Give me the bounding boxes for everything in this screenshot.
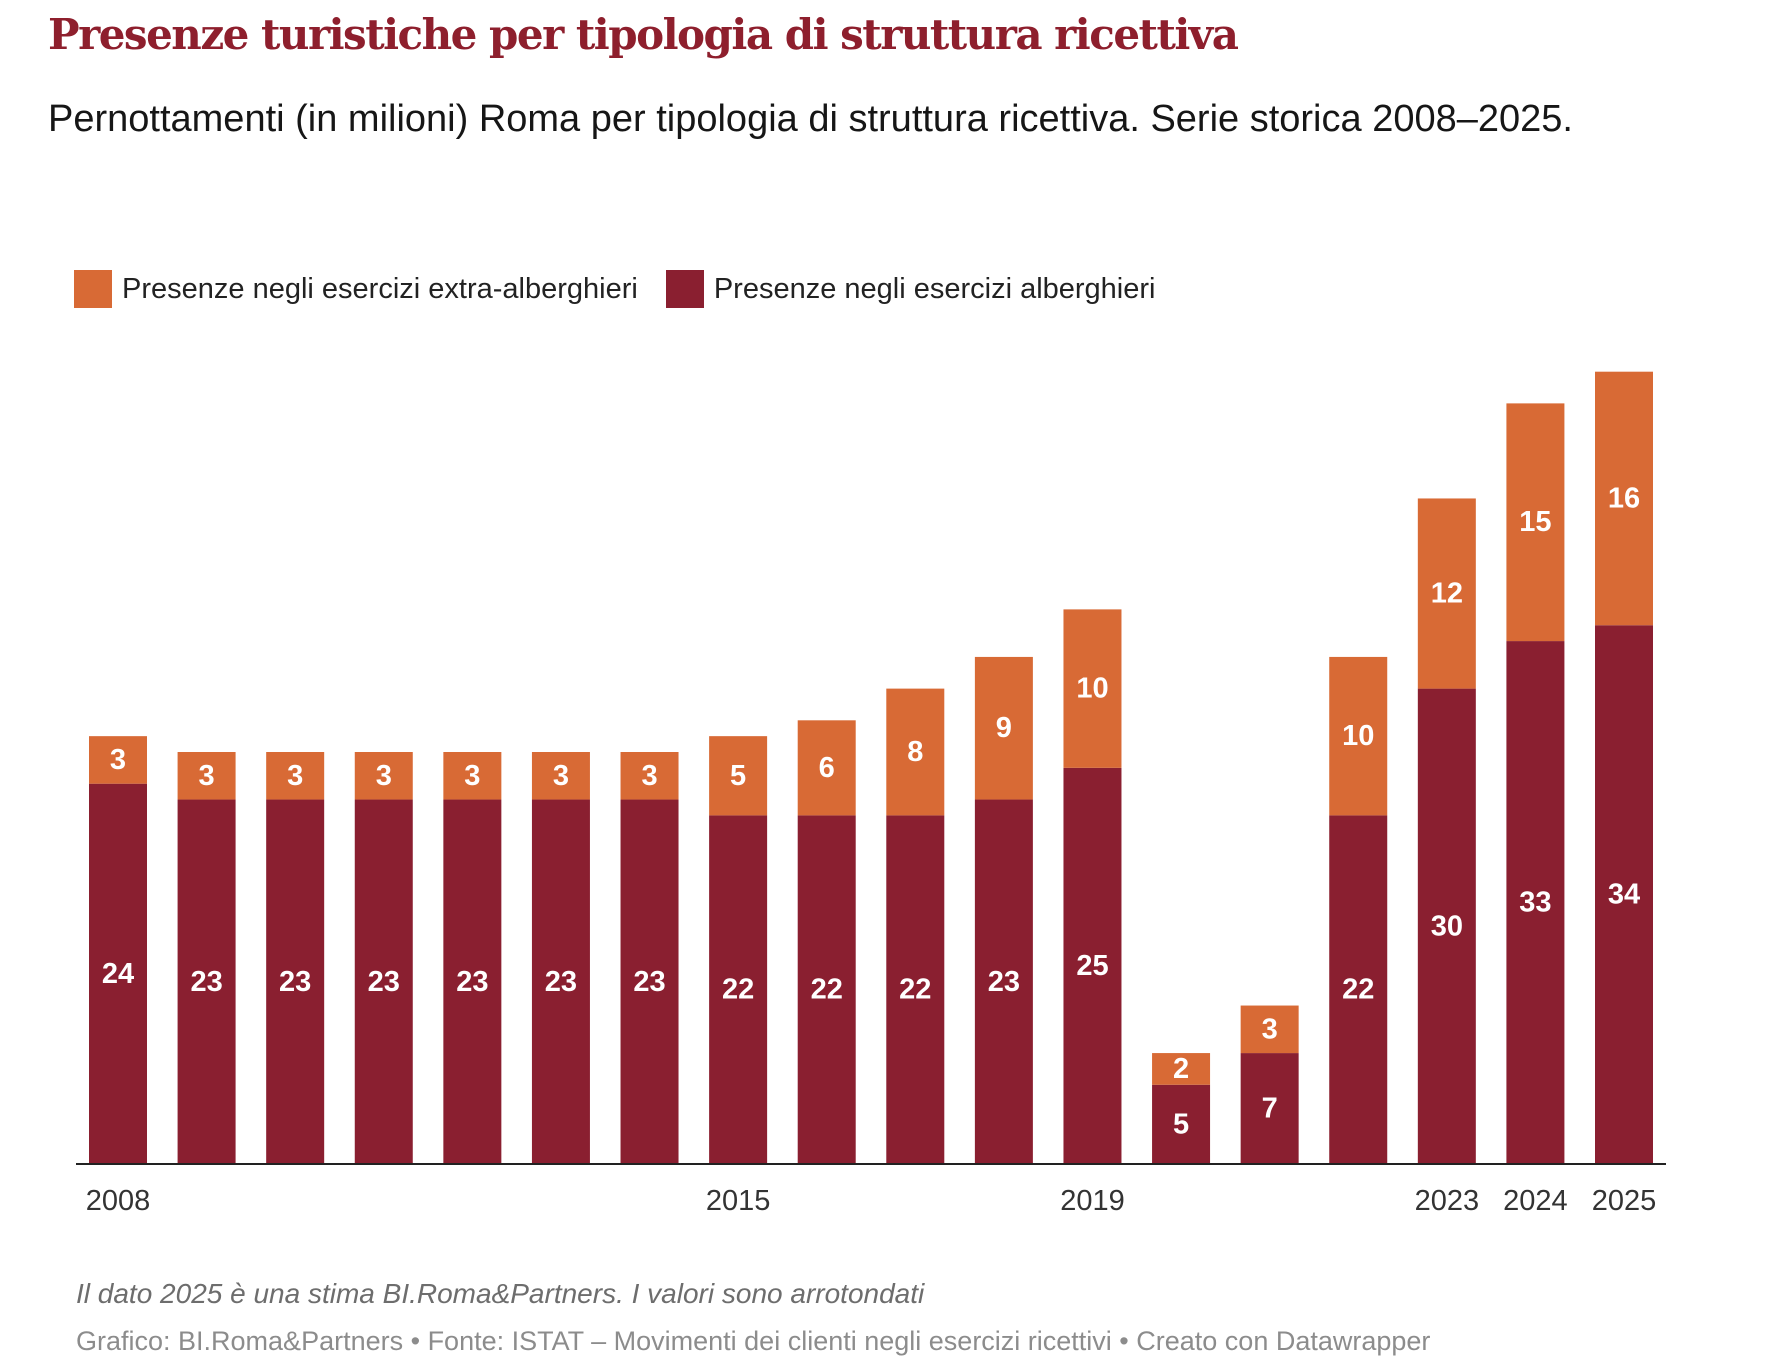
data-label-hotel-2010: 23 [279,966,311,998]
x-tick-label-2025: 2025 [1592,1185,1657,1217]
bar-hotel-2008 [89,783,147,1164]
bar-hotel-2009 [177,799,236,1164]
data-label-hotel-2009: 23 [190,966,222,998]
bar-hotel-2021 [1240,1053,1299,1164]
data-label-hotel-2016: 22 [811,974,843,1006]
chart-source: Grafico: BI.Roma&Partners • Fonte: ISTAT… [76,1326,1431,1356]
bar-extra-2013 [531,752,590,800]
bar-extra-2012 [443,752,502,800]
bar-extra-2025 [1595,371,1653,626]
data-label-extra-2024: 15 [1519,506,1551,538]
data-label-hotel-2025: 34 [1608,879,1640,911]
bar-hotel-2024 [1506,641,1565,1164]
data-label-extra-2016: 6 [819,752,835,784]
bar-hotel-2013 [531,799,590,1164]
bar-hotel-2010 [266,799,325,1164]
data-label-extra-2008: 3 [110,744,126,776]
data-label-extra-2009: 3 [199,760,215,792]
chart-legend: Presenze negli esercizi extra-alberghier… [74,270,1183,308]
data-label-hotel-2011: 23 [368,966,400,998]
data-label-extra-2020: 2 [1173,1053,1189,1085]
data-label-extra-2011: 3 [376,760,392,792]
data-label-hotel-2023: 30 [1431,910,1463,942]
bar-hotel-2011 [354,799,413,1164]
bar-extra-2017 [886,688,945,816]
bar-hotel-2022 [1329,815,1388,1164]
bar-extra-2011 [354,752,413,800]
data-label-extra-2022: 10 [1342,720,1374,752]
data-label-extra-2025: 16 [1608,482,1640,514]
bar-hotel-2012 [443,799,502,1164]
data-label-hotel-2013: 23 [545,966,577,998]
bar-hotel-2020 [1152,1084,1211,1164]
data-label-extra-2017: 8 [907,736,923,768]
x-tick-label-2008: 2008 [86,1185,151,1217]
bar-hotel-2023 [1417,688,1476,1164]
bar-extra-2021 [1240,1005,1299,1054]
data-label-extra-2015: 5 [730,760,746,792]
bar-extra-2023 [1417,498,1476,689]
bar-extra-2018 [974,656,1033,800]
data-label-hotel-2024: 33 [1519,887,1551,919]
legend-label-hotel: Presenze negli esercizi alberghieri [713,272,1156,305]
bar-extra-2015 [709,736,768,816]
x-tick-label-2015: 2015 [706,1185,771,1217]
bar-hotel-2015 [709,815,768,1164]
bar-extra-2008 [89,736,147,784]
data-label-extra-2010: 3 [287,760,303,792]
bar-extra-2010 [266,752,325,800]
x-tick-label-2024: 2024 [1503,1185,1568,1217]
bar-hotel-2017 [886,815,945,1164]
data-label-extra-2012: 3 [464,760,480,792]
data-label-hotel-2020: 5 [1173,1108,1189,1140]
data-label-extra-2021: 3 [1262,1013,1278,1045]
data-label-extra-2019: 10 [1076,673,1108,705]
chart-subtitle: Pernottamenti (in milioni) Roma per tipo… [48,98,1573,140]
bar-extra-2014 [620,752,679,800]
legend-label-extra: Presenze negli esercizi extra-alberghier… [122,272,638,305]
data-label-extra-2013: 3 [553,760,569,792]
data-label-hotel-2022: 22 [1342,974,1374,1006]
bar-extra-2020 [1152,1053,1211,1085]
legend-item-extra: Presenze negli esercizi extra-alberghier… [74,270,638,308]
bar-extra-2022 [1329,656,1388,816]
bar-extra-2024 [1506,403,1565,642]
data-label-hotel-2019: 25 [1076,950,1108,982]
data-label-hotel-2021: 7 [1262,1093,1278,1125]
bar-hotel-2025 [1595,625,1653,1164]
bar-extra-2009 [177,752,236,800]
data-label-hotel-2012: 23 [456,966,488,998]
bar-hotel-2014 [620,799,679,1164]
data-label-extra-2018: 9 [996,712,1012,744]
legend-swatch-hotel [665,270,704,308]
chart-title: Presenze turistiche per tipologia di str… [48,10,1239,59]
legend-item-hotel: Presenze negli esercizi alberghieri [665,270,1156,308]
x-tick-label-2023: 2023 [1415,1185,1480,1217]
data-label-extra-2014: 3 [641,760,657,792]
data-label-hotel-2018: 23 [988,966,1020,998]
data-label-hotel-2008: 24 [102,958,134,990]
chart-note: Il dato 2025 è una stima BI.Roma&Partner… [76,1278,925,1309]
data-label-hotel-2017: 22 [899,974,931,1006]
x-tick-label-2019: 2019 [1060,1185,1125,1217]
data-label-extra-2023: 12 [1431,578,1463,610]
legend-swatch-extra [74,270,112,308]
bar-hotel-2019 [1063,767,1122,1164]
bar-extra-2019 [1063,609,1122,768]
data-label-hotel-2014: 23 [633,966,665,998]
bar-extra-2016 [797,720,856,816]
data-label-hotel-2015: 22 [722,974,754,1006]
bar-hotel-2018 [974,799,1033,1164]
bar-hotel-2016 [797,815,856,1164]
